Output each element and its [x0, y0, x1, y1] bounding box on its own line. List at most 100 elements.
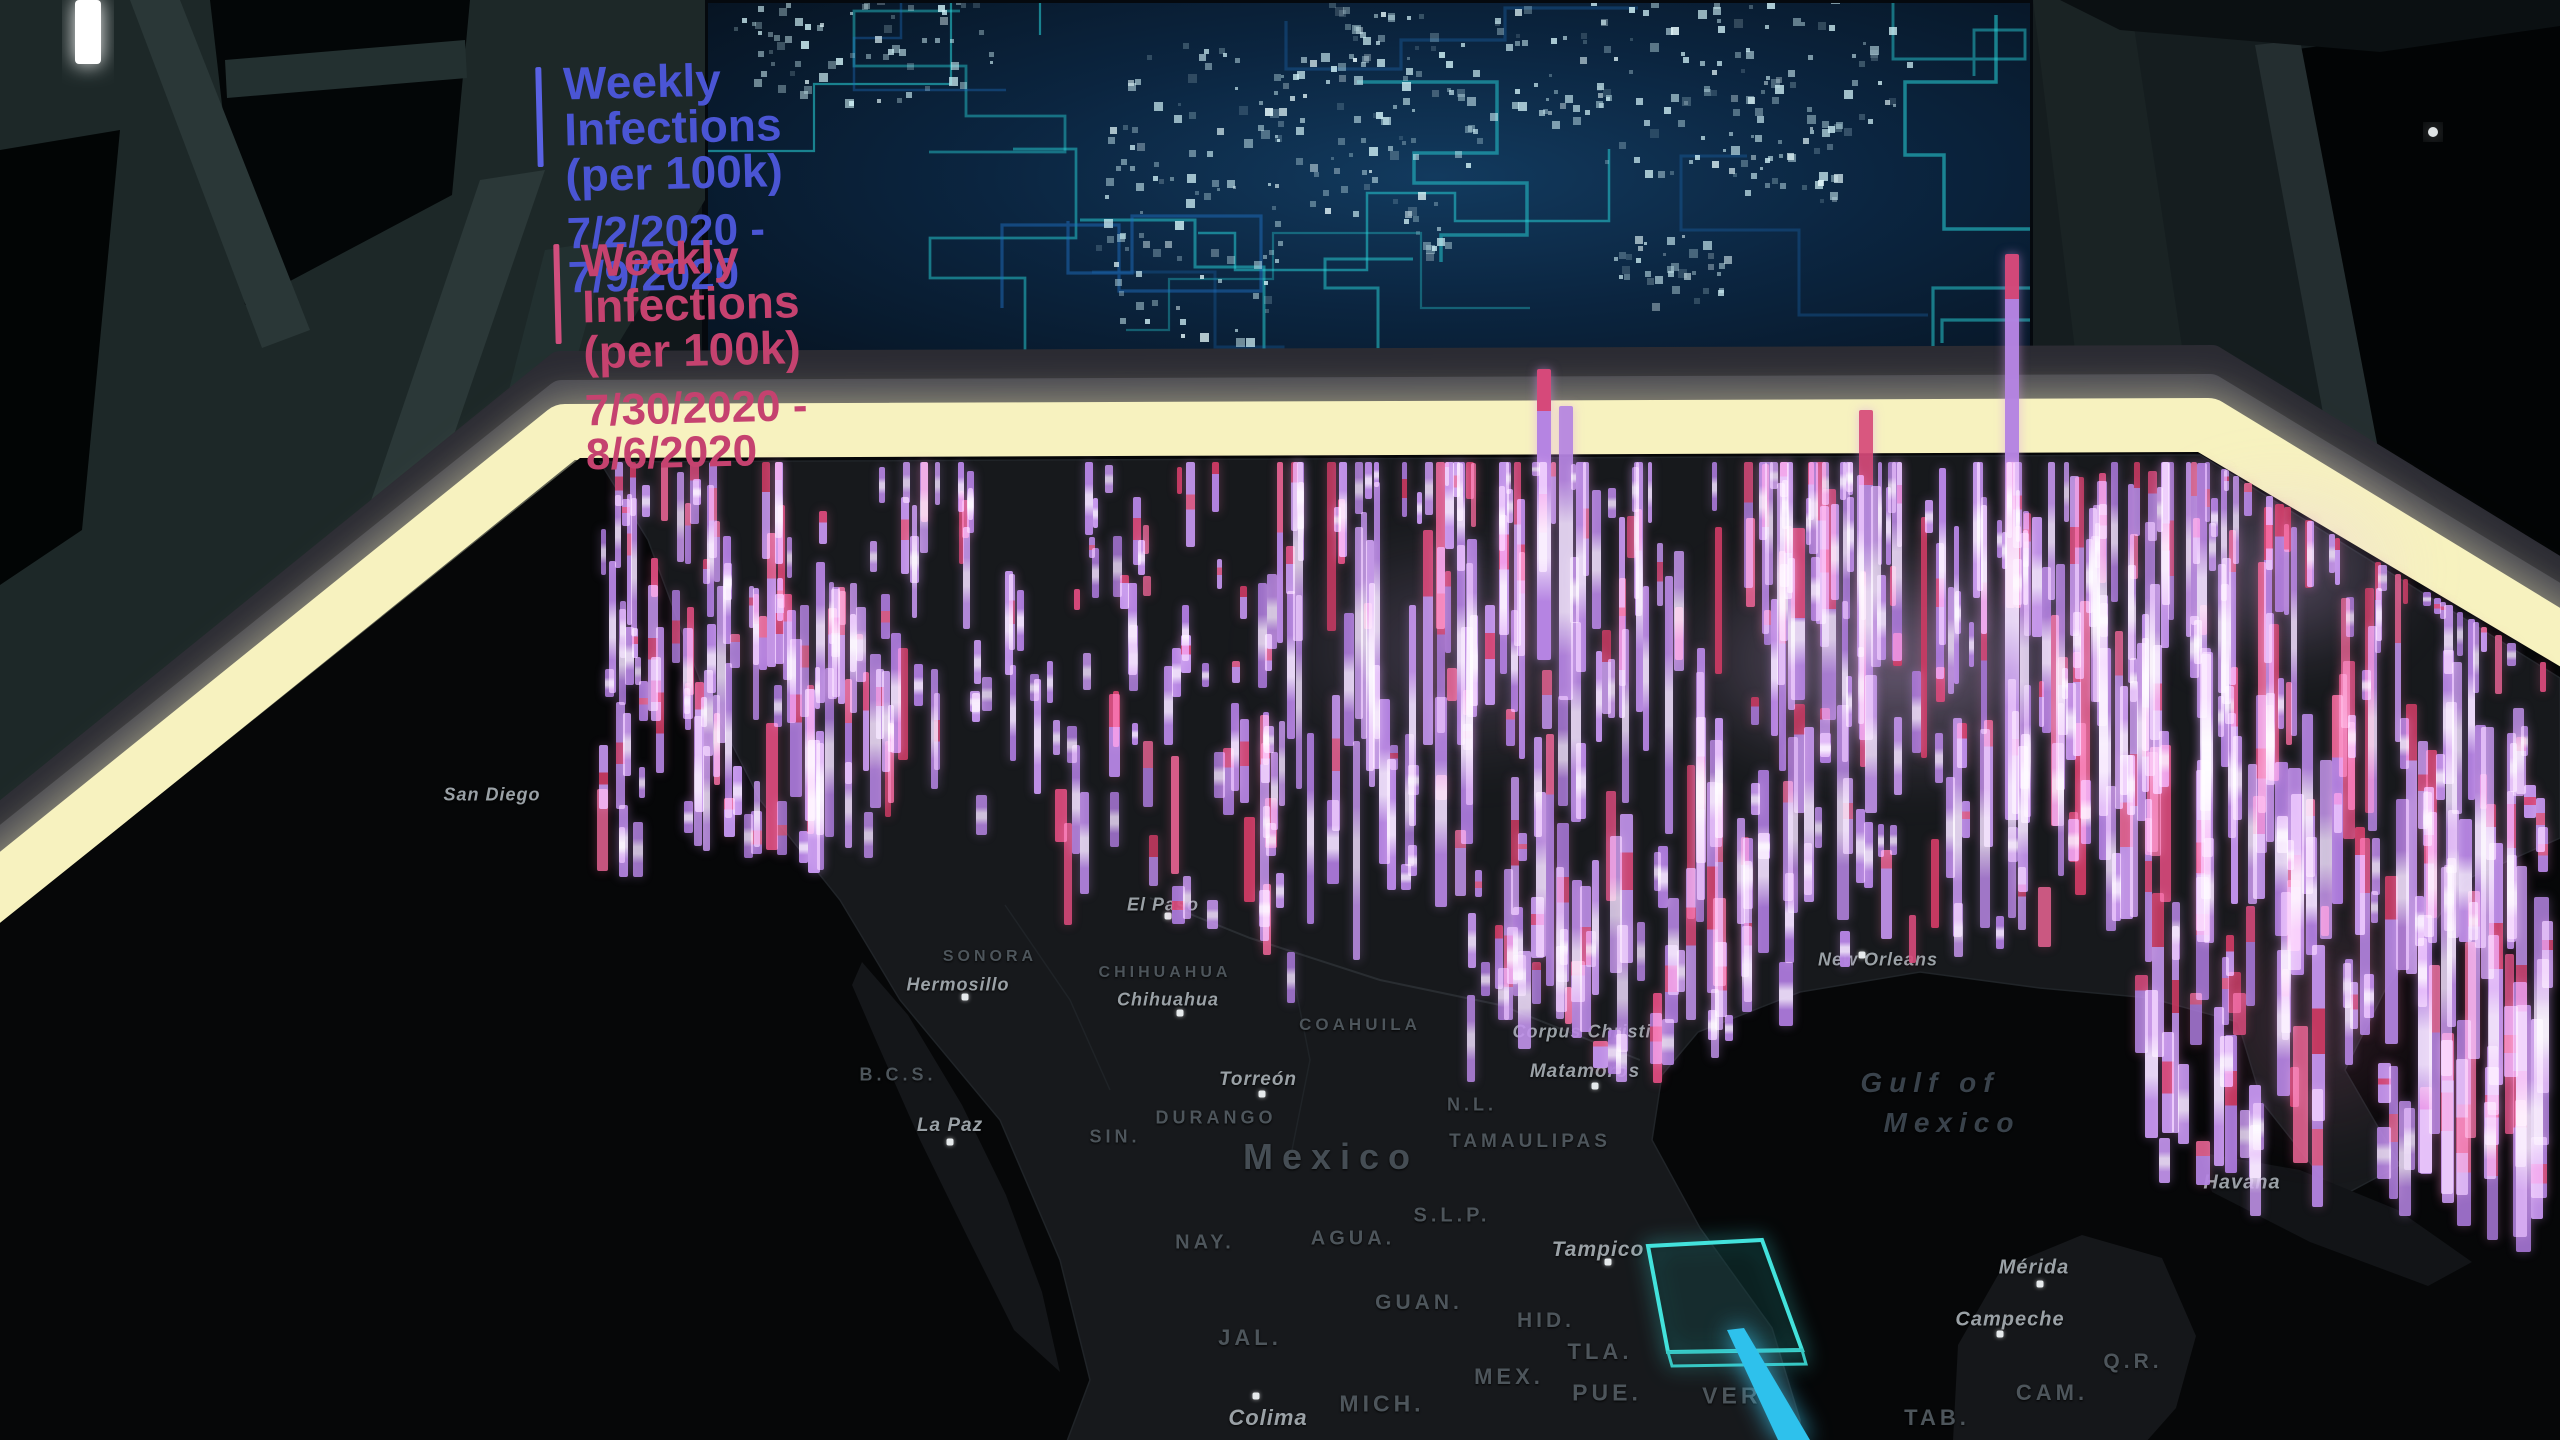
continent-block-north-america	[804, 86, 812, 94]
baja-peninsula	[852, 962, 1060, 1372]
continent-block-eurasia	[1601, 19, 1608, 26]
continent-block-eurasia	[1516, 34, 1520, 38]
continent-block-africa	[1265, 108, 1273, 116]
circuit-trace	[1931, 286, 2033, 349]
continent-block-australia	[1647, 278, 1654, 285]
continent-block-africa	[1314, 172, 1319, 177]
continent-block-eurasia	[1664, 107, 1671, 114]
continent-block-africa	[1349, 153, 1353, 157]
continent-block-africa	[1378, 35, 1385, 42]
continent-block-eurasia	[1606, 97, 1610, 101]
continent-block-africa	[1405, 211, 1412, 218]
continent-block-eurasia	[1760, 167, 1763, 170]
circuit-trace	[1126, 231, 1530, 332]
continent-block-australia	[1703, 288, 1709, 294]
continent-block-eurasia	[1515, 41, 1520, 46]
continent-block-africa	[1323, 190, 1329, 196]
continent-block-eurasia	[1829, 25, 1835, 31]
continent-block-north-america	[897, 98, 902, 103]
continent-block-north-america	[755, 22, 762, 29]
continent-block-africa	[1404, 219, 1409, 224]
continent-block-se-asia-islands	[1751, 173, 1757, 179]
continent-block-africa	[1361, 62, 1366, 67]
continent-block-eurasia	[1695, 155, 1700, 160]
continent-block-africa	[1439, 52, 1445, 58]
continent-block-north-america	[951, 62, 959, 70]
continent-block-africa	[1354, 116, 1361, 123]
legend-title-week1: Weekly Infections (per 100k)	[562, 53, 784, 202]
continent-block-eurasia	[1761, 90, 1765, 94]
continent-block-se-asia-islands	[1768, 156, 1773, 161]
continent-block-eurasia	[1490, 113, 1498, 121]
continent-block-eurasia	[1701, 136, 1705, 140]
continent-block-australia	[1655, 276, 1663, 284]
continent-block-africa	[1362, 56, 1369, 63]
continent-block-north-america	[877, 99, 881, 103]
continent-block-eurasia	[1671, 27, 1679, 35]
continent-block-africa	[1293, 74, 1299, 80]
continent-block-south-america	[1106, 178, 1114, 186]
continent-block-africa	[1274, 74, 1281, 81]
continent-block-africa	[1407, 16, 1411, 20]
continent-block-africa	[1388, 146, 1393, 151]
continent-block-south-america	[1152, 300, 1158, 306]
continent-block-south-america	[1278, 241, 1283, 246]
continent-block-se-asia-islands	[1780, 183, 1786, 189]
continent-block-eurasia	[1776, 77, 1782, 83]
continent-block-south-america	[1123, 125, 1128, 130]
continent-block-australia	[1635, 236, 1643, 244]
continent-block-africa	[1277, 139, 1280, 142]
continent-block-eurasia	[1723, 149, 1726, 152]
continent-block-africa	[1335, 7, 1344, 16]
continent-block-africa	[1411, 138, 1416, 143]
continent-block-africa	[1458, 94, 1465, 101]
continent-block-north-america	[990, 61, 993, 64]
continent-block-south-america	[1195, 191, 1199, 195]
continent-block-eurasia	[1834, 124, 1842, 132]
continent-block-se-asia-islands	[1834, 174, 1843, 183]
continent-block-africa	[1388, 13, 1395, 20]
continent-block-australia	[1708, 253, 1714, 259]
continent-block-se-asia-islands	[1803, 138, 1809, 144]
continent-block-south-america	[1136, 183, 1144, 191]
continent-block-south-america	[1235, 87, 1238, 90]
continent-block-north-america	[922, 38, 927, 43]
continent-block-africa	[1473, 129, 1478, 134]
continent-block-se-asia-islands	[1820, 199, 1824, 203]
continent-block-eurasia	[1810, 127, 1813, 130]
continent-block-africa	[1361, 138, 1366, 143]
continent-block-africa	[1354, 26, 1359, 31]
selection-box[interactable]	[1645, 1237, 1805, 1355]
continent-block-africa	[1374, 14, 1378, 18]
continent-block-se-asia-islands	[1827, 144, 1833, 150]
continent-block-north-america	[769, 50, 773, 54]
continent-block-eurasia	[1698, 10, 1707, 19]
table-edge	[0, 345, 2560, 924]
continent-block-north-america	[891, 15, 895, 19]
continent-block-eurasia	[1712, 161, 1719, 168]
continent-block-australia	[1718, 290, 1724, 296]
continent-block-africa	[1310, 164, 1318, 172]
continent-block-south-america	[1217, 188, 1220, 191]
continent-block-south-america	[1110, 127, 1117, 134]
continent-block-madagascar	[1426, 245, 1435, 254]
continent-block-south-america	[1263, 255, 1267, 259]
continent-block-north-america	[828, 61, 836, 69]
continent-block-south-america	[1200, 333, 1209, 342]
continent-block-eurasia	[1731, 95, 1738, 102]
continent-block-africa	[1356, 27, 1363, 34]
continent-block-south-america	[1205, 63, 1212, 70]
legend-entry-week2: Weekly Infections (per 100k) 7/30/2020 -…	[553, 231, 813, 479]
continent-block-eurasia	[1522, 40, 1528, 46]
continent-block-eurasia	[1788, 70, 1795, 77]
continent-block-north-america	[768, 32, 773, 37]
continent-block-eurasia	[1506, 44, 1513, 51]
continent-block-eurasia	[1598, 93, 1603, 98]
continent-block-south-america	[1125, 247, 1129, 251]
continent-block-north-america	[883, 54, 889, 60]
continent-block-australia	[1703, 241, 1712, 250]
continent-block-eurasia	[1807, 115, 1816, 124]
continent-block-africa	[1321, 53, 1330, 62]
continent-block-eurasia	[1828, 126, 1835, 133]
continent-block-north-america	[949, 77, 958, 86]
